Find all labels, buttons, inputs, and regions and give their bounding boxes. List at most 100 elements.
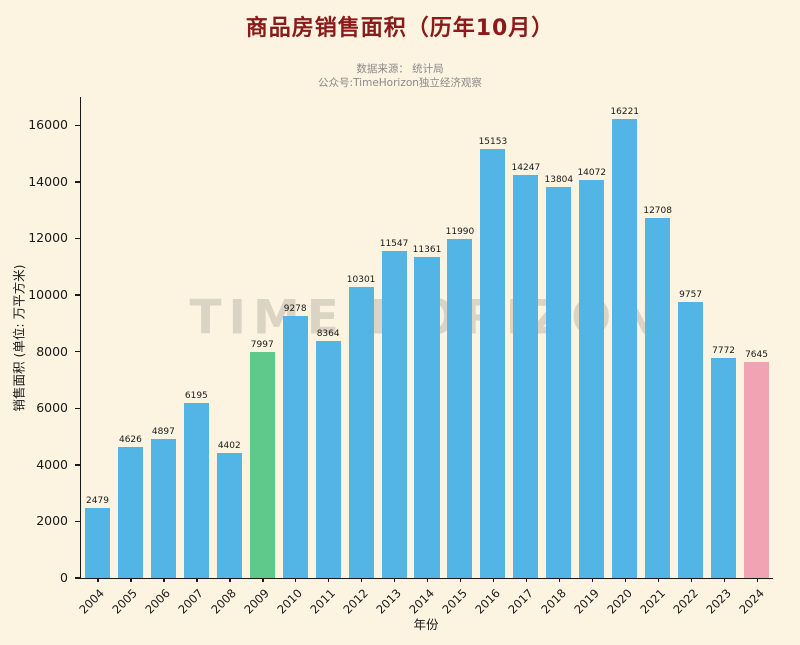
bar-slot-2007: 6195 2007 [176,97,213,617]
bar-slot-2004: 2479 2004 [77,97,114,617]
x-axis-label: 年份 [413,617,439,632]
bar-value-2009: 7997 [250,339,274,350]
y-tick-mark [75,407,80,409]
x-tick-mark [394,578,396,582]
x-tick-mark [492,578,495,582]
bar-2022 [678,301,704,578]
bar-2023 [711,358,737,578]
bar-2012 [348,286,374,578]
y-tick-8000: 8000 [36,343,68,359]
bar-value-2005: 4626 [118,435,142,446]
y-tick-16000: 16000 [28,117,68,133]
bar-value-2016: 15153 [478,137,508,148]
y-tick-mark [75,350,80,353]
bar-2017 [513,174,539,578]
x-tick-mark [756,578,758,582]
y-tick-0: 0 [60,570,68,585]
bar-slot-2008: 4402 2008 [209,97,246,617]
bar-value-2004: 2479 [86,495,109,506]
bar-slot-2021: 12708 2021 [637,97,674,616]
bar-value-2018: 13804 [544,175,574,186]
bar-slot-2014: 11361 2014 [406,97,444,617]
x-tick-mark [262,578,264,582]
bar-slot-2019: 14072 2019 [571,97,608,617]
x-tick-mark [427,578,429,582]
x-tick-mark [295,578,297,582]
x-tick-mark [328,578,330,582]
bar-slot-2020: 16221 2020 [604,97,641,617]
y-tick-mark [75,464,80,466]
bar-2024 [744,361,770,578]
bar-value-2017: 14247 [511,162,541,173]
x-tick-mark [196,578,198,582]
bar-value-2021: 12708 [643,206,672,217]
bar-value-2011: 8364 [316,329,340,340]
x-tick-mark [459,578,462,582]
bar-value-2006: 4897 [151,427,175,438]
bar-2019 [579,179,605,578]
bar-2021 [645,218,671,578]
y-tick-mark [75,294,80,296]
y-tick-mark [75,124,80,126]
bar-slot-2023: 7772 2023 [703,97,740,617]
bar-value-2024: 7645 [745,349,768,360]
bar-slot-2018: 13804 2018 [538,97,575,616]
y-tick-mark [75,577,80,579]
bar-2008 [216,453,242,578]
y-tick-mark [75,520,80,523]
bar-2014 [414,256,440,578]
chart-subtitle: 数据来源： 统计局 公众号:TimeHorizon独立经济观察 [0,62,800,90]
bar-value-2007: 6195 [184,390,208,401]
x-tick-mark [591,578,594,582]
bar-slot-2016: 15153 2016 [472,97,509,616]
y-tick-4000: 4000 [36,456,68,472]
bar-2007 [183,402,209,578]
bar-slot-2024: 7645 2024 [736,97,773,617]
bar-slot-2005: 4626 2005 [110,97,147,617]
chart-title: 商品房销售面积（历年10月） [245,16,555,41]
y-axis: 0 2000 4000 6000 8000 10000 12000 14000 16000 [0,97,80,585]
bar-value-2008: 4402 [217,441,241,452]
x-tick-mark [657,578,659,582]
bar-2020 [612,119,638,578]
bar-2009 [249,351,275,578]
bar-value-2023: 7772 [712,346,736,357]
bar-value-2015: 11990 [445,226,475,237]
bar-value-2019: 14072 [577,167,607,178]
x-tick-mark [229,578,231,582]
bar-slot-2009: 7997 2009 [242,97,279,617]
subtitle-data-source: 数据来源： 统计局 [356,63,444,75]
bar-value-2020: 16221 [610,107,640,118]
bar-slot-2017: 14247 2017 [505,97,542,617]
bar-2015 [447,238,473,578]
subtitle-account: 公众号:TimeHorizon独立经济观察 [318,77,482,90]
x-tick-mark [525,578,528,582]
bar-slot-2013: 11547 2013 [373,97,411,616]
bar-2004 [84,507,110,578]
bar-2011 [315,341,341,578]
y-tick-mark [75,237,80,240]
bar-2018 [546,187,572,578]
x-tick-mark [130,578,132,582]
bar-slot-2011: 8364 2011 [307,97,345,617]
bar-slot-2010: 9278 2010 [274,97,312,617]
bar-2005 [117,447,143,578]
plot-area: TIME HORIZON 247920044626200548972006619… [77,97,773,617]
bar-2006 [150,439,176,578]
bar-2013 [381,251,407,578]
x-tick-mark [723,578,725,582]
bar-value-2012: 10301 [346,274,376,285]
bar-slot-2015: 11990 2015 [439,97,476,617]
y-tick-2000: 2000 [36,513,68,529]
bar-2016 [480,149,506,578]
bar-value-2010: 9278 [283,303,307,314]
y-tick-6000: 6000 [36,400,68,416]
bar-slot-2022: 9757 2022 [670,97,707,617]
bar-value-2022: 9757 [679,289,703,300]
bar-2010 [282,315,308,578]
x-tick-mark [163,578,165,582]
bar-value-2013: 11547 [379,239,409,250]
y-tick-10000: 10000 [28,287,68,303]
x-tick-mark [97,578,99,582]
y-tick-mark [75,181,80,183]
